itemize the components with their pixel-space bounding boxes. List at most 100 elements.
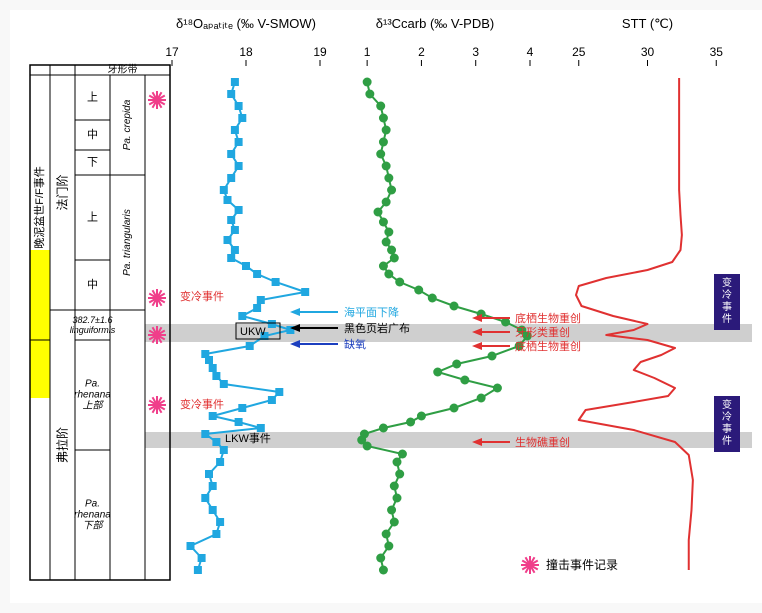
d18o-marker — [231, 246, 239, 254]
d18o-marker — [220, 186, 228, 194]
d13c-marker — [428, 294, 437, 303]
d18o-marker — [246, 342, 254, 350]
d18o-marker — [194, 566, 202, 574]
d13c-marker — [390, 518, 399, 527]
d18o-marker — [238, 404, 246, 412]
strat-label: rhenana — [74, 390, 111, 401]
cold-event-label: 件 — [722, 435, 732, 447]
d18o-tick: 17 — [165, 45, 179, 59]
d18o-marker — [257, 296, 265, 304]
d13c-marker — [360, 430, 369, 439]
d18o-marker — [257, 424, 265, 432]
arrow-label: 缺氧 — [344, 337, 366, 351]
d13c-marker — [384, 174, 393, 183]
d13c-marker — [382, 530, 391, 539]
arrow-label: 生物礁重创 — [515, 435, 570, 449]
d13c-marker — [376, 150, 385, 159]
d18o-marker — [242, 262, 250, 270]
d13c-marker — [477, 394, 486, 403]
d18o-tick: 18 — [239, 45, 253, 59]
d18o-tick: 19 — [313, 45, 327, 59]
d18o-marker — [235, 102, 243, 110]
d13c-marker — [384, 270, 393, 279]
d13c-marker — [398, 450, 407, 459]
d18o-marker — [205, 470, 213, 478]
d13c-marker — [379, 566, 388, 575]
d13c-marker — [393, 458, 402, 467]
d18o-marker — [227, 174, 235, 182]
strat-label: 中 — [87, 278, 98, 291]
d13c-marker — [384, 228, 393, 237]
d18o-marker — [201, 350, 209, 358]
d13c-tick: 4 — [527, 45, 534, 59]
d13c-title: δ¹³Ccarb (‰ V-PDB) — [376, 16, 494, 31]
cold-event-label: 件 — [722, 313, 732, 325]
d18o-marker — [227, 150, 235, 158]
d13c-marker — [379, 262, 388, 271]
d13c-marker — [450, 302, 459, 311]
d13c-marker — [379, 424, 388, 433]
d18o-marker — [224, 196, 232, 204]
strat-label: Pa. triangularis — [122, 209, 133, 276]
d13c-marker — [379, 114, 388, 123]
d13c-marker — [374, 208, 383, 217]
d13c-marker — [363, 78, 372, 87]
stt-tick: 25 — [572, 45, 586, 59]
d18o-marker — [220, 380, 228, 388]
strat-label: 下部 — [83, 520, 105, 532]
d18o-marker — [268, 320, 276, 328]
d13c-marker — [406, 418, 415, 427]
strat-label: 中 — [87, 128, 98, 141]
arrow-label: 底栖生物重创 — [515, 311, 581, 325]
strat-label: Pa. — [85, 499, 100, 510]
arrow-label: 牙形类重创 — [515, 325, 570, 339]
d13c-marker — [460, 376, 469, 385]
d18o-marker — [231, 78, 239, 86]
d18o-title: δ¹⁸Oₐₚₐₜᵢₜₑ (‰ V-SMOW) — [176, 16, 316, 31]
d18o-marker — [209, 364, 217, 372]
d13c-marker — [384, 542, 393, 551]
d13c-tick: 1 — [364, 45, 371, 59]
d18o-marker — [227, 216, 235, 224]
d13c-marker — [395, 278, 404, 287]
strat-label: 下 — [87, 157, 98, 169]
d13c-marker — [493, 384, 502, 393]
d18o-marker — [235, 162, 243, 170]
d18o-marker — [212, 372, 220, 380]
strat-label: 上 — [87, 211, 98, 224]
event-label: LKW事件 — [225, 432, 271, 445]
d18o-marker — [238, 114, 246, 122]
d18o-marker — [268, 396, 276, 404]
d18o-marker — [220, 446, 228, 454]
d13c-marker — [450, 404, 459, 413]
d13c-marker — [387, 246, 396, 255]
d13c-marker — [382, 238, 391, 247]
d18o-marker — [231, 226, 239, 234]
strat-label: Pa. — [85, 379, 100, 390]
d18o-marker — [275, 388, 283, 396]
event-label: 变冷事件 — [180, 397, 224, 411]
strat-label: 上 — [87, 91, 98, 104]
d13c-tick: 3 — [472, 45, 479, 59]
d18o-marker — [212, 438, 220, 446]
stt-title: STT (℃) — [622, 16, 673, 31]
cold-event-label: 冷 — [722, 410, 732, 423]
d13c-marker — [382, 162, 391, 171]
d13c-tick: 2 — [418, 45, 425, 59]
d13c-marker — [365, 90, 374, 99]
d13c-marker — [433, 368, 442, 377]
cold-event-label: 事 — [722, 422, 732, 435]
d18o-marker — [238, 312, 246, 320]
d18o-marker — [253, 304, 261, 312]
d18o-marker — [235, 206, 243, 214]
strat-label: 法门阶 — [55, 174, 70, 210]
d13c-marker — [387, 186, 396, 195]
d13c-marker — [395, 470, 404, 479]
stratigraphic-chart: 晚泥盆世F/F事件法门阶弗拉阶上中下上中382.7±1.6linguiformi… — [10, 10, 762, 603]
arrow-label: 底栖生物重创 — [515, 339, 581, 353]
event-label: UKW — [240, 326, 266, 338]
d18o-marker — [231, 126, 239, 134]
cold-event-label: 事 — [722, 300, 732, 313]
stt-tick: 30 — [641, 45, 655, 59]
d18o-marker — [212, 530, 220, 538]
